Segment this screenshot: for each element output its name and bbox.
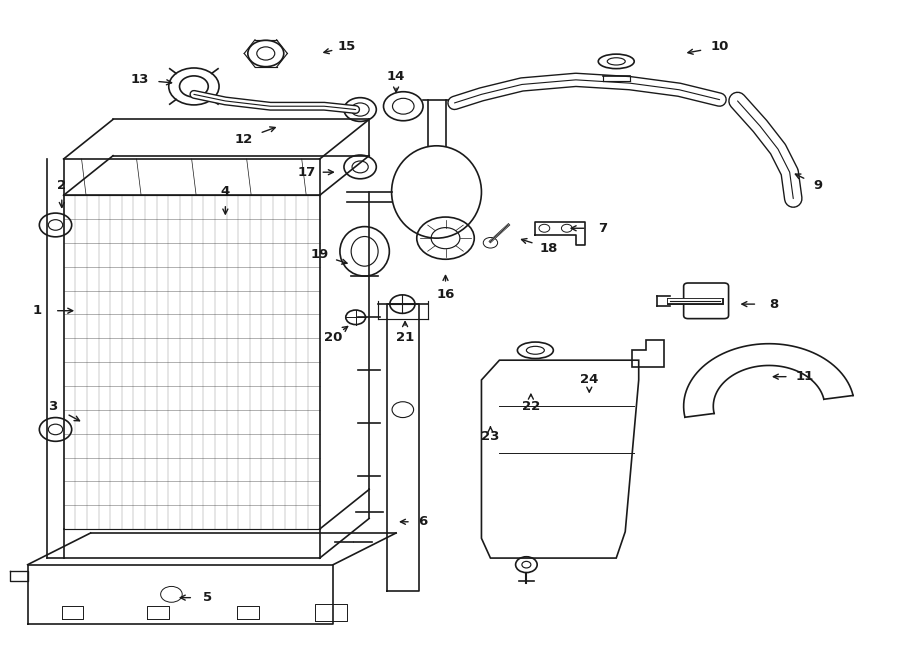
Text: 2: 2 xyxy=(58,179,67,192)
Text: 24: 24 xyxy=(580,373,598,387)
Text: 22: 22 xyxy=(522,400,540,413)
Text: 16: 16 xyxy=(436,288,454,301)
Text: 18: 18 xyxy=(540,241,558,254)
Text: 12: 12 xyxy=(234,133,252,145)
Text: 23: 23 xyxy=(482,430,500,442)
Text: 4: 4 xyxy=(220,186,230,198)
Text: 10: 10 xyxy=(710,40,729,54)
Text: 1: 1 xyxy=(32,304,41,317)
Text: 20: 20 xyxy=(324,330,342,344)
Text: 7: 7 xyxy=(598,221,608,235)
Text: 17: 17 xyxy=(297,166,315,178)
Text: 6: 6 xyxy=(418,516,427,528)
Text: 8: 8 xyxy=(769,297,778,311)
Text: 11: 11 xyxy=(796,370,814,383)
Text: 14: 14 xyxy=(387,70,405,83)
Text: 9: 9 xyxy=(814,179,823,192)
Text: 15: 15 xyxy=(338,40,356,54)
Text: 3: 3 xyxy=(49,400,58,413)
Text: 19: 19 xyxy=(310,248,328,261)
Text: 5: 5 xyxy=(202,591,211,604)
Text: 21: 21 xyxy=(396,330,414,344)
Text: 13: 13 xyxy=(130,73,149,87)
